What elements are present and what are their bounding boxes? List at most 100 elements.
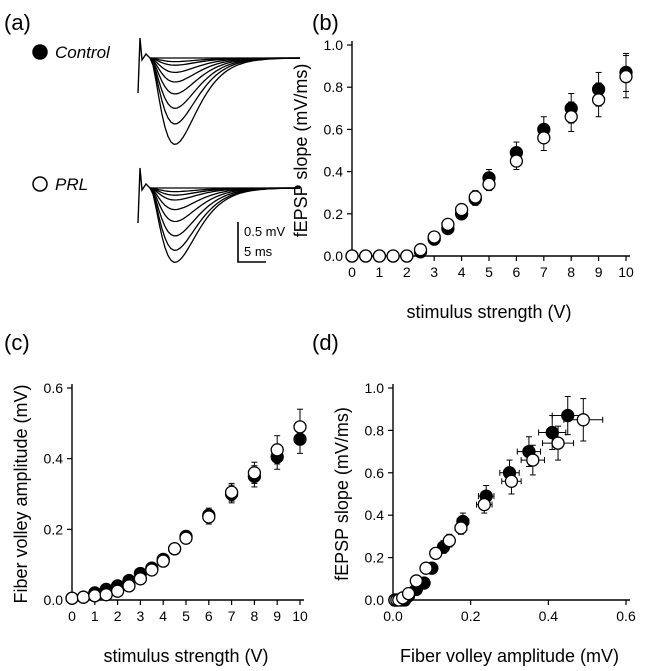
y-tick-label: 0.4: [324, 164, 344, 180]
control-traces: [137, 37, 301, 145]
legend-control-marker: [32, 44, 48, 60]
data-point-prl: [509, 154, 524, 168]
y-tick-label: 0.6: [44, 380, 64, 396]
legend-control-label: Control: [55, 43, 111, 62]
x-axis-title: Fiber volley amplitude (mV): [400, 646, 619, 666]
y-tick-label: 1.0: [324, 37, 344, 53]
x-tick-label: 5: [485, 264, 493, 280]
x-tick-label: 6: [205, 608, 213, 624]
x-tick-label: 9: [273, 608, 281, 624]
data-point-prl: [224, 485, 239, 499]
y-tick-label: 0.4: [365, 507, 385, 523]
series-prl: [65, 408, 307, 605]
data-point-prl: [145, 563, 159, 577]
control-trace: [149, 57, 301, 145]
legend-prl-marker: [32, 176, 48, 192]
data-point-prl: [293, 420, 307, 434]
x-tick-label: 0.4: [539, 608, 559, 624]
data-point-prl: [482, 177, 496, 191]
chart-b: 0 1 2 3 4 5 6 7 8 9 10 0.0 0.2 0.4 0.6 0.8 1.0 stimulus s…: [291, 37, 634, 322]
x-tick-label: 1: [91, 608, 99, 624]
panel-label-c: (c): [4, 330, 30, 355]
data-point-prl: [591, 93, 606, 107]
y-tick-label: 1.0: [365, 380, 385, 396]
data-point-prl: [65, 591, 79, 605]
y-tick-label: 0.2: [324, 206, 344, 222]
x-tick-label: 8: [251, 608, 259, 624]
data-point-prl: [409, 574, 423, 588]
data-point-prl: [167, 542, 182, 556]
data-point-prl: [401, 586, 416, 601]
control-trace: [149, 57, 300, 125]
data-point-prl: [76, 590, 91, 604]
data-point-prl: [619, 70, 633, 84]
data-point-prl: [468, 190, 482, 204]
control-stimulus-artifact: [137, 37, 151, 94]
x-tick-label: 3: [430, 264, 438, 280]
x-tick-label: 5: [182, 608, 190, 624]
chart-d: 0.0 0.2 0.4 0.6 0.0 0.2 0.4 0.6 0.8 1.0 Fiber voll…: [332, 380, 636, 666]
data-point-prl: [413, 243, 428, 257]
chart-c: 0 1 2 3 4 5 6 7 8 9 10 0.0 0.2 0.4 0.6 stimulus strengt…: [11, 380, 308, 666]
y-tick-label: 0.6: [324, 121, 344, 137]
x-axis-title: stimulus strength (V): [103, 646, 268, 666]
x-tick-label: 7: [228, 608, 236, 624]
data-point-prl: [576, 413, 590, 427]
data-point-prl: [122, 579, 136, 593]
series-control: [65, 424, 307, 605]
prl-traces: [137, 167, 300, 263]
prl-trace: [149, 187, 300, 251]
series-prl: [388, 398, 604, 607]
x-tick-label: 6: [513, 264, 521, 280]
x-axis-title: stimulus strength (V): [406, 302, 571, 322]
data-point-prl: [537, 131, 551, 145]
data-point-control: [561, 408, 575, 423]
data-point-prl: [202, 510, 216, 524]
y-tick-label: 0.4: [44, 451, 64, 467]
data-point-prl: [551, 436, 565, 450]
scale-bar-amplitude-label: 0.5 mV: [244, 224, 286, 239]
x-tick-label: 0: [68, 608, 76, 624]
y-tick-label: 0.0: [365, 592, 385, 608]
x-tick-label: 8: [567, 264, 575, 280]
x-tick-label: 9: [595, 264, 603, 280]
scale-bar: 0.5 mV 5 ms: [237, 222, 286, 263]
y-tick-label: 0.0: [324, 248, 344, 264]
x-tick-label: 3: [137, 608, 145, 624]
data-point-prl: [372, 249, 387, 263]
legend-prl-label: PRL: [55, 175, 88, 194]
y-tick-label: 0.2: [44, 521, 64, 537]
data-point-prl: [429, 546, 443, 561]
x-tick-label: 2: [403, 264, 411, 280]
data-point-prl: [454, 521, 468, 535]
y-tick-label: 0.8: [324, 79, 344, 95]
x-tick-label: 0: [348, 264, 356, 280]
data-point-prl: [247, 466, 262, 480]
data-point-prl: [345, 249, 359, 263]
x-tick-label: 0.0: [383, 608, 403, 624]
x-tick-label: 10: [618, 264, 634, 280]
x-tick-label: 10: [292, 608, 308, 624]
x-tick-label: 0.6: [616, 608, 636, 624]
data-point-prl: [477, 497, 491, 512]
data-point-prl: [419, 561, 433, 575]
data-point-prl: [359, 249, 373, 263]
data-point-prl: [386, 249, 400, 263]
data-point-prl: [133, 572, 148, 586]
panel-label-a: (a): [4, 10, 31, 35]
data-point-prl: [99, 588, 113, 602]
scale-bar-time-label: 5 ms: [244, 244, 273, 259]
prl-trace: [149, 187, 300, 223]
y-tick-label: 0.8: [365, 422, 385, 438]
data-point-prl: [441, 217, 455, 232]
data-point-prl: [526, 453, 540, 467]
x-tick-label: 0.2: [461, 608, 481, 624]
x-tick-label: 2: [114, 608, 122, 624]
data-point-prl: [270, 443, 284, 457]
panel-label-b: (b): [312, 10, 339, 35]
data-point-prl: [88, 589, 102, 603]
x-tick-label: 4: [159, 608, 167, 624]
data-point-prl: [156, 554, 170, 568]
panel-label-d: (d): [312, 330, 339, 355]
